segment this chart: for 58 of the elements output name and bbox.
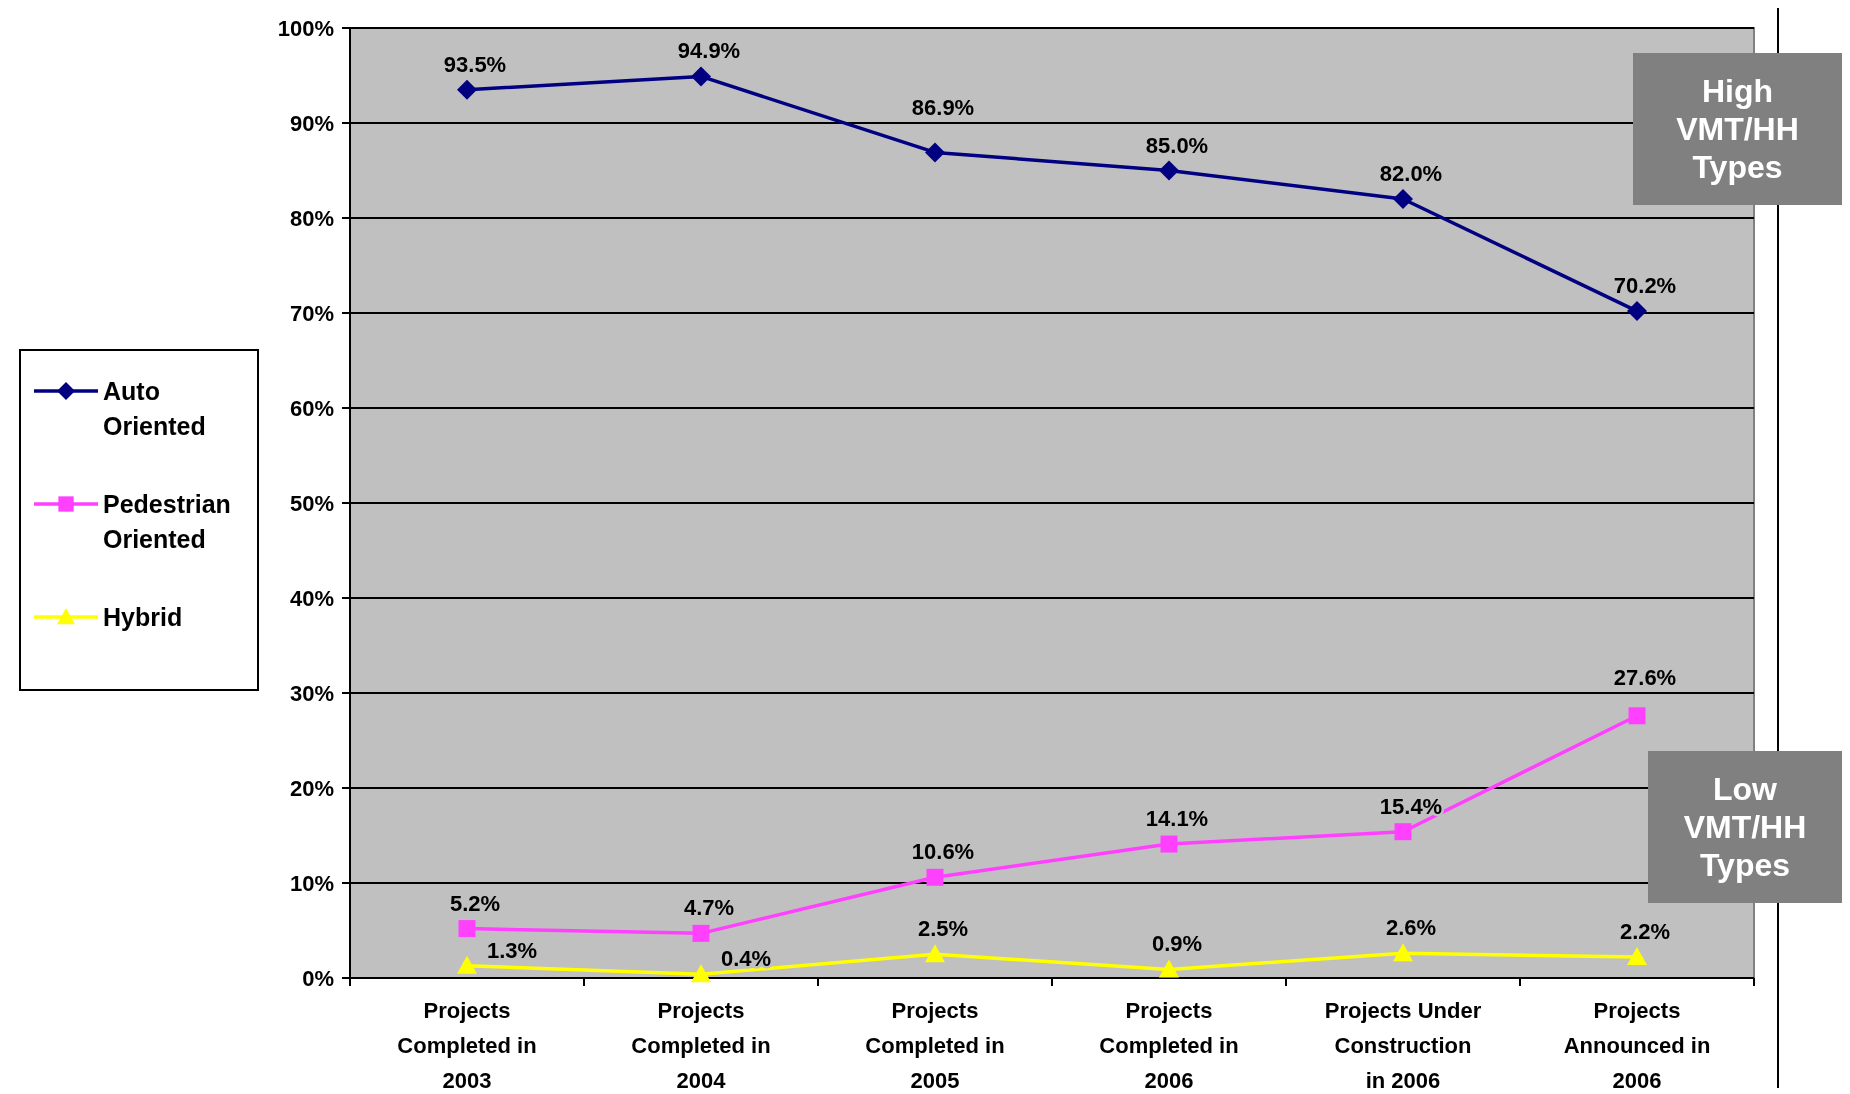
text: 85.0% <box>1145 132 1209 158</box>
text: 93.5% <box>443 51 507 77</box>
text: 10.6% <box>911 839 975 865</box>
y-tick-label: 20% <box>289 775 334 801</box>
point <box>457 79 477 100</box>
text: 0.9% <box>1151 931 1203 957</box>
point <box>458 920 476 938</box>
text: 0.4% <box>720 946 772 972</box>
y-tick-label: 10% <box>289 870 334 896</box>
x-tick-label: Projects Completed in 2006 <box>1099 998 1239 1093</box>
point <box>457 955 477 974</box>
legend-label: Pedestrian Oriented <box>103 489 231 553</box>
point <box>1627 947 1647 966</box>
point <box>1393 943 1413 962</box>
point <box>1394 823 1412 841</box>
text: 15.4% <box>1379 793 1443 819</box>
text: 70.2% <box>1613 273 1677 299</box>
text: 86.9% <box>911 95 975 120</box>
text: 27.6% <box>1613 665 1677 690</box>
text: 2.5% <box>917 916 969 942</box>
point <box>1159 959 1179 978</box>
point <box>926 868 944 886</box>
y-tick-label: 0% <box>302 965 334 991</box>
y-tick-label: 60% <box>289 395 334 421</box>
y-tick-label: 30% <box>289 680 334 706</box>
x-tick-label: Projects Completed in 2003 <box>397 998 537 1093</box>
point <box>925 944 945 963</box>
x-tick-label: Projects Completed in 2005 <box>865 998 1005 1093</box>
legend-label: Hybrid <box>103 602 183 631</box>
text: 5.2% <box>449 890 501 916</box>
y-tick-label: 40% <box>289 585 334 611</box>
y-tick-label: 50% <box>289 490 334 516</box>
annotation: Low VMT/HH Types <box>1683 771 1807 884</box>
point <box>1627 301 1647 322</box>
x-tick-label: Projects Announced in 2006 <box>1563 998 1711 1093</box>
y-tick-label: 90% <box>289 110 334 136</box>
text: 82.0% <box>1379 161 1443 186</box>
point <box>1160 835 1178 853</box>
point <box>691 66 711 87</box>
text: 14.1% <box>1145 806 1209 832</box>
point <box>1393 189 1413 209</box>
x-tick-label: Projects Completed in 2004 <box>631 998 771 1093</box>
point <box>925 142 945 163</box>
point <box>691 964 711 983</box>
text: 4.7% <box>683 895 735 921</box>
legend-label: Auto Oriented <box>103 376 206 440</box>
text: 2.2% <box>1619 919 1671 945</box>
y-tick-label: 80% <box>289 205 334 231</box>
y-tick-label: 70% <box>289 300 334 326</box>
point <box>692 924 710 942</box>
text: 2.6% <box>1385 915 1437 941</box>
text: 94.9% <box>677 38 741 64</box>
point <box>1159 160 1179 181</box>
text: 1.3% <box>486 937 538 963</box>
y-tick-label: 100% <box>277 15 334 41</box>
x-tick-label: Projects Under Construction in 2006 <box>1324 998 1482 1093</box>
point <box>1628 707 1646 725</box>
annotation: High VMT/HH Types <box>1676 73 1799 186</box>
